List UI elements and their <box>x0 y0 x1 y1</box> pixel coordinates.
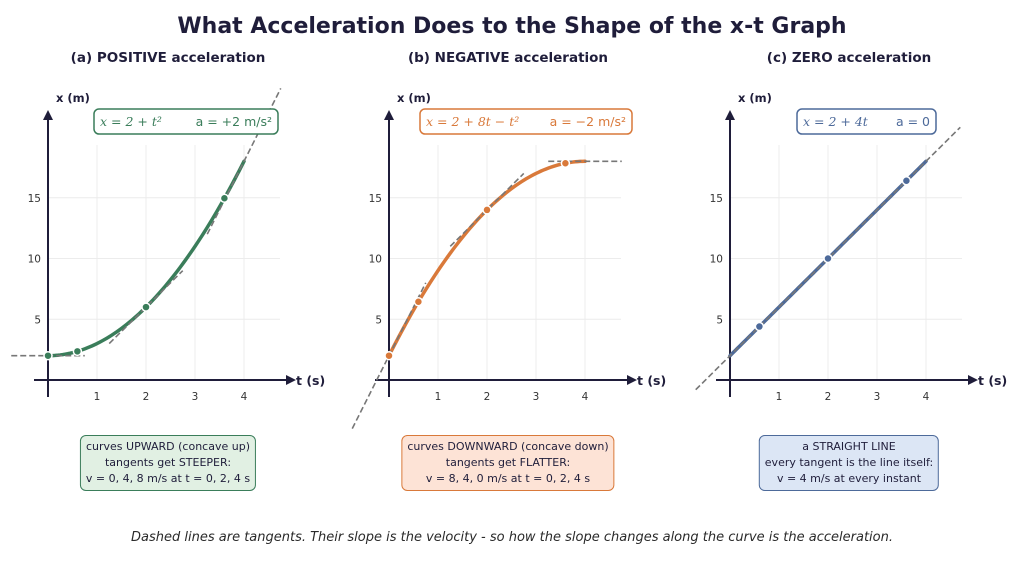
note-box-b: curves DOWNWARD (concave down) tangents … <box>401 435 615 491</box>
x-tick-label: 4 <box>241 391 248 403</box>
data-point <box>413 297 424 307</box>
y-tick-label: 10 <box>28 254 41 266</box>
data-point <box>219 193 230 203</box>
x-tick-label: 2 <box>825 391 832 403</box>
x-tick-label: 3 <box>533 391 540 403</box>
x-tick-label: 2 <box>484 391 491 403</box>
x-tick-label: 4 <box>923 391 930 403</box>
acceleration-label: a = +2 m/s² <box>196 114 272 129</box>
y-axis-label: x (m) <box>56 91 90 105</box>
y-axis-arrow <box>384 110 394 120</box>
note-line: v = 0, 4, 8 m/s at t = 0, 2, 4 s <box>85 472 251 485</box>
equation-box <box>796 108 937 135</box>
panel-title-c: (c) ZERO acceleration <box>766 50 932 66</box>
y-axis-arrow <box>43 110 53 120</box>
x-tick-label: 3 <box>192 391 199 403</box>
chart-panel-a: t (s) x (m) 1 2 3 4 5 10 15 x = 2 + t² a = +2 m/s² <box>11 88 325 403</box>
y-tick-label: 10 <box>710 254 723 266</box>
data-point <box>72 346 83 357</box>
acceleration-label: a = −2 m/s² <box>550 114 626 129</box>
chart-panel-b: t (s) x (m) 1 2 3 4 5 10 15 x = 2 + 8t − t² a = −2… <box>351 91 666 429</box>
y-axis-arrow <box>725 110 735 120</box>
panel-title-a: (a) POSITIVE acceleration <box>70 50 266 66</box>
x-tick-label: 1 <box>435 391 442 403</box>
y-tick-label: 5 <box>375 314 382 326</box>
x-tick-label: 1 <box>94 391 101 403</box>
note-line: tangents get STEEPER: <box>104 456 232 469</box>
y-axis-label: x (m) <box>738 91 772 105</box>
x-axis-label: t (s) <box>296 373 325 388</box>
x-axis-label: t (s) <box>637 373 666 388</box>
chart-panel-c: t (s) x (m) 1 2 3 4 5 10 15 x = 2 + 4t a = 0 <box>695 91 1007 403</box>
data-point <box>901 175 912 186</box>
data-point <box>823 253 833 264</box>
y-tick-label: 10 <box>369 254 382 266</box>
x-axis-arrow <box>968 375 978 385</box>
data-point <box>384 350 394 361</box>
equation-label: x = 2 + 8t − t² <box>426 114 519 129</box>
tangent-line <box>695 126 961 391</box>
note-line: v = 4 m/s at every instant <box>776 472 922 485</box>
acceleration-label: a = 0 <box>896 114 930 129</box>
y-tick-label: 15 <box>710 193 723 205</box>
x-axis-arrow <box>286 375 296 385</box>
note-box-a: curves UPWARD (concave up) tangents get … <box>79 435 257 491</box>
data-point <box>43 350 53 361</box>
y-axis-label: x (m) <box>397 91 431 105</box>
note-line: every tangent is the line itself: <box>764 456 934 469</box>
x-axis-label: t (s) <box>978 373 1007 388</box>
x-tick-label: 2 <box>143 391 150 403</box>
data-point <box>482 205 492 215</box>
y-tick-label: 5 <box>716 314 723 326</box>
y-tick-label: 5 <box>34 314 41 326</box>
x-tick-label: 1 <box>776 391 783 403</box>
y-tick-label: 15 <box>28 193 41 205</box>
equation-label: x = 2 + t² <box>100 114 162 129</box>
note-line: v = 8, 4, 0 m/s at t = 0, 2, 4 s <box>425 472 591 485</box>
data-point <box>141 302 151 312</box>
data-point <box>560 158 571 168</box>
data-point <box>754 321 765 332</box>
note-line: curves DOWNWARD (concave down) <box>407 440 609 453</box>
tangent-line <box>449 172 525 247</box>
equation-box <box>419 108 633 135</box>
main-title: What Acceleration Does to the Shape of t… <box>177 14 847 39</box>
note-line: tangents get FLATTER: <box>445 456 571 469</box>
equation-label: x = 2 + 4t <box>803 114 869 129</box>
equation-box <box>93 108 279 135</box>
note-line: a STRAIGHT LINE <box>802 440 896 453</box>
panel-title-b: (b) NEGATIVE acceleration <box>407 50 609 66</box>
y-tick-label: 15 <box>369 193 382 205</box>
caption: Dashed lines are tangents. Their slope i… <box>131 530 893 545</box>
note-line: curves UPWARD (concave up) <box>85 440 250 453</box>
note-box-c: a STRAIGHT LINE every tangent is the lin… <box>758 435 940 491</box>
tangent-line <box>108 270 184 345</box>
x-axis-arrow <box>627 375 637 385</box>
x-tick-label: 4 <box>582 391 589 403</box>
x-tick-label: 3 <box>874 391 881 403</box>
